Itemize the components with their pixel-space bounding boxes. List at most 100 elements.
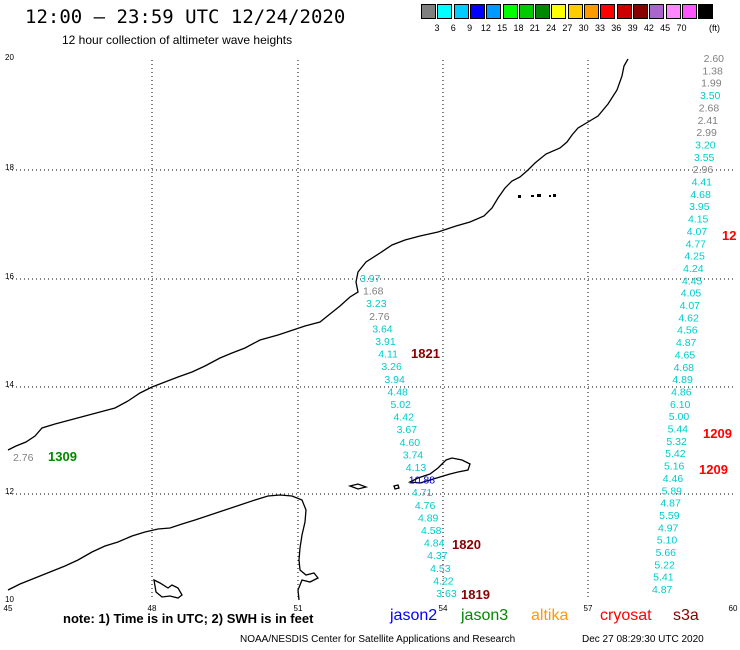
wave-height-value: 4.58 bbox=[421, 525, 442, 537]
wave-height-value: 2.60 bbox=[704, 53, 725, 65]
wave-height-value: 4.22 bbox=[433, 575, 454, 587]
legend-cryosat: cryosat bbox=[600, 607, 652, 624]
wave-height-value: 4.41 bbox=[692, 177, 713, 189]
color-swatch bbox=[649, 4, 665, 19]
color-scale-label: 70 bbox=[676, 23, 687, 33]
wave-height-value: 4.05 bbox=[681, 288, 702, 300]
wave-height-value: 3.20 bbox=[695, 139, 716, 151]
color-scale-label: 36 bbox=[611, 23, 622, 33]
color-scale-unit: (ft) bbox=[709, 23, 720, 33]
color-scale-label: 9 bbox=[467, 23, 473, 33]
color-swatch bbox=[665, 4, 681, 19]
lon-tick-label: 51 bbox=[294, 604, 303, 613]
lat-tick-label: 14 bbox=[5, 380, 14, 389]
pass-time-labels: 1821 1820 1819 1309 1209 1209 12 bbox=[48, 228, 736, 602]
wave-height-value: 4.86 bbox=[671, 386, 692, 398]
color-swatch bbox=[600, 4, 616, 19]
wave-height-value: 4.87 bbox=[676, 337, 697, 349]
wave-height-value: 3.50 bbox=[700, 90, 721, 102]
map-subtitle: 12 hour collection of altimeter wave hei… bbox=[62, 33, 293, 47]
pass-time-label: 1821 bbox=[411, 346, 440, 361]
lat-tick-label: 20 bbox=[5, 53, 14, 62]
wave-height-value: 3.23 bbox=[366, 298, 387, 310]
lon-tick-label: 57 bbox=[584, 604, 593, 613]
wave-height-value: 4.68 bbox=[690, 189, 711, 201]
color-scale-label: 33 bbox=[594, 23, 605, 33]
wave-height-value: 5.16 bbox=[664, 461, 685, 473]
map-note: note: 1) Time is in UTC; 2) SWH is in fe… bbox=[63, 611, 314, 626]
wave-height-tracks: 2.601.381.993.502.682.412.993.203.552.96… bbox=[13, 53, 724, 600]
wave-height-value: 4.76 bbox=[415, 500, 436, 512]
pass-time-label: 1209 bbox=[699, 462, 728, 477]
legend-s3a: s3a bbox=[673, 607, 699, 624]
wave-height-value: 5.59 bbox=[659, 510, 680, 522]
color-swatch bbox=[469, 4, 485, 19]
color-scale-label: 3 bbox=[434, 23, 440, 33]
wave-height-value: 5.66 bbox=[656, 547, 677, 559]
lon-tick-label: 60 bbox=[729, 604, 738, 613]
wave-height-value: 5.89 bbox=[662, 485, 683, 497]
pass-time-label: 1309 bbox=[48, 449, 77, 464]
color-swatch bbox=[453, 4, 469, 19]
color-swatch bbox=[632, 4, 648, 19]
wave-height-value: 3.55 bbox=[694, 152, 715, 164]
wave-height-value: 1.99 bbox=[701, 78, 722, 90]
wave-height-value: 4.89 bbox=[672, 374, 693, 386]
wave-height-value: 1.68 bbox=[363, 286, 384, 298]
wave-height-value: 4.77 bbox=[686, 238, 707, 250]
wave-height-value: 4.07 bbox=[687, 226, 708, 238]
wave-height-value: 4.48 bbox=[387, 386, 408, 398]
wave-height-value: 4.65 bbox=[675, 349, 696, 361]
wave-height-value: 4.68 bbox=[674, 362, 695, 374]
wave-height-value: 4.24 bbox=[683, 263, 704, 275]
wave-height-value: 4.42 bbox=[394, 412, 415, 424]
wave-height-value: 3.64 bbox=[372, 323, 393, 335]
color-swatch bbox=[567, 4, 583, 19]
wave-height-value: 3.94 bbox=[384, 374, 405, 386]
color-scale-label: 27 bbox=[562, 23, 573, 33]
color-swatch bbox=[584, 4, 599, 19]
color-swatch bbox=[535, 4, 551, 19]
wave-height-value: 4.71 bbox=[412, 487, 433, 499]
color-scale-label: 45 bbox=[660, 23, 671, 33]
color-scale-label: 15 bbox=[497, 23, 508, 33]
wave-height-value: 5.22 bbox=[654, 559, 675, 571]
color-swatch bbox=[518, 4, 534, 19]
legend-altika: altika bbox=[531, 607, 569, 624]
wave-height-value: 2.76 bbox=[13, 452, 34, 464]
color-scale-label: 30 bbox=[578, 23, 589, 33]
wave-height-value: 4.97 bbox=[658, 522, 679, 534]
wave-height-value: 2.96 bbox=[693, 164, 714, 176]
footer-timestamp: Dec 27 08:29:30 UTC 2020 bbox=[582, 634, 704, 645]
color-swatch bbox=[421, 4, 436, 19]
wave-height-value: 5.10 bbox=[657, 535, 678, 547]
wave-height-value: 5.42 bbox=[665, 448, 686, 460]
color-scale-label: 39 bbox=[627, 23, 638, 33]
wave-height-value: 2.41 bbox=[698, 115, 719, 127]
color-scale-label: 12 bbox=[480, 23, 491, 33]
wave-height-value: 4.11 bbox=[378, 349, 398, 361]
wave-height-value: 5.02 bbox=[391, 399, 412, 411]
color-swatch bbox=[502, 4, 518, 19]
wave-height-value: 1.38 bbox=[702, 65, 723, 77]
coastline bbox=[7, 58, 629, 601]
wave-height-value: 4.53 bbox=[430, 563, 451, 575]
lat-tick-label: 10 bbox=[5, 595, 14, 604]
color-scale-label: 21 bbox=[529, 23, 540, 33]
pass-time-label: 12 bbox=[722, 228, 736, 243]
wave-height-value: 3.67 bbox=[397, 424, 418, 436]
color-scale-label: 42 bbox=[643, 23, 654, 33]
pass-time-label: 1209 bbox=[703, 426, 732, 441]
wave-height-value: 4.60 bbox=[400, 437, 421, 449]
wave-height-value: 3.63 bbox=[436, 588, 457, 600]
wave-height-value: 4.25 bbox=[684, 251, 705, 263]
wave-height-value: 5.32 bbox=[666, 436, 687, 448]
lon-tick-label: 54 bbox=[439, 604, 448, 613]
wave-height-value: 4.56 bbox=[677, 325, 698, 337]
wave-height-value: 4.15 bbox=[688, 214, 709, 226]
wave-height-value: 4.89 bbox=[418, 512, 439, 524]
wave-height-value: 10.88 bbox=[409, 475, 435, 487]
wave-height-value: 5.41 bbox=[653, 572, 674, 584]
